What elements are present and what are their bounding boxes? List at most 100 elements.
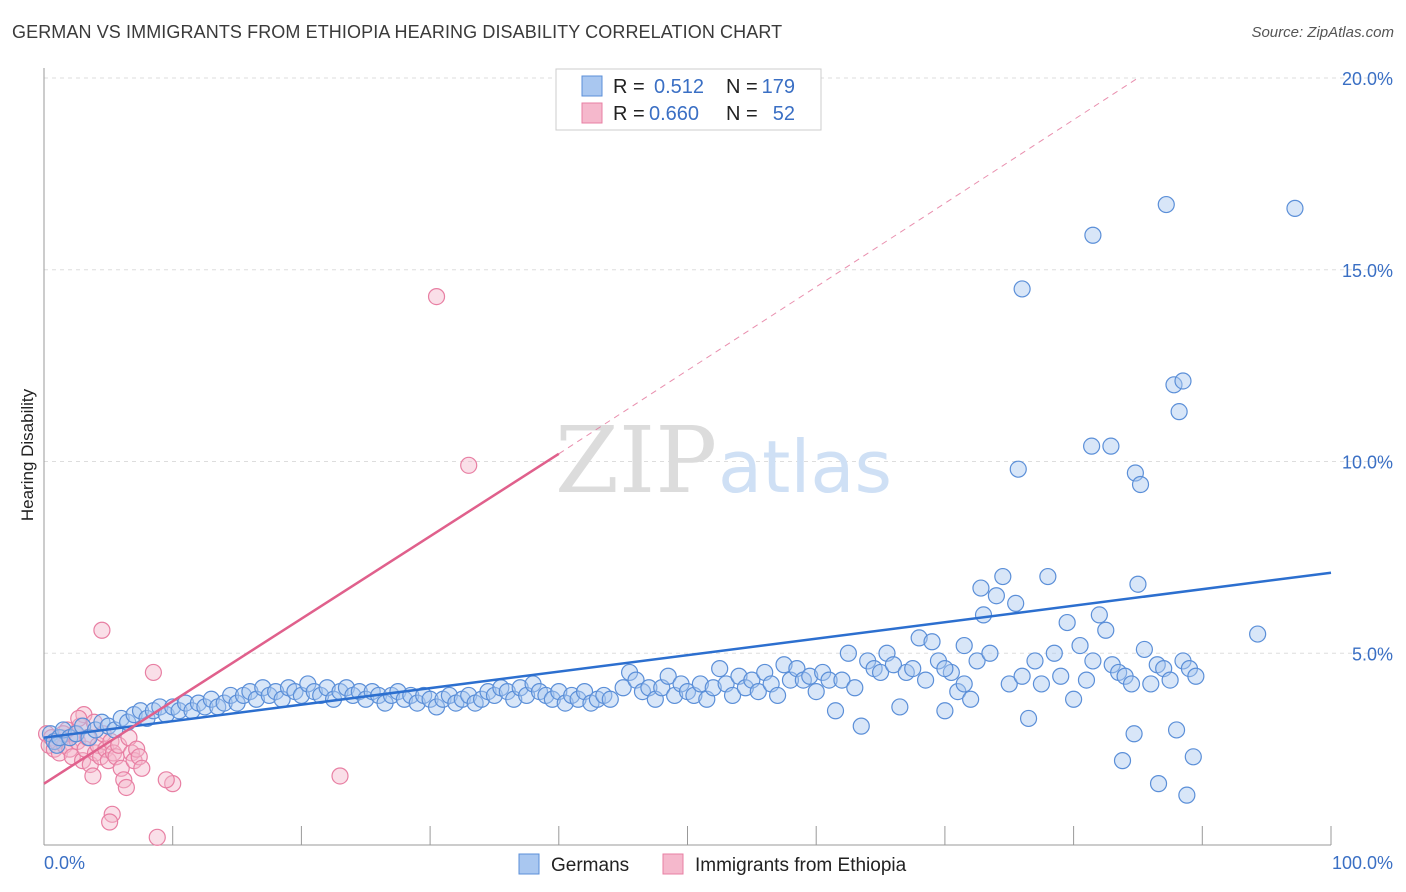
correlation-legend: R = 0.512 N = 179 R = 0.660 N = 52 bbox=[555, 68, 822, 131]
point-germans-153 bbox=[1019, 709, 1038, 728]
point-germans-138 bbox=[923, 633, 941, 651]
point-germans-120 bbox=[807, 682, 825, 701]
point-germans-199 bbox=[1149, 775, 1168, 793]
point-germans-179 bbox=[1187, 667, 1205, 685]
legend-r-value-ethiopia: 0.660 bbox=[649, 103, 699, 125]
point-germans-143 bbox=[955, 675, 973, 693]
point-germans-170 bbox=[1129, 575, 1147, 593]
point-ethiopia-47 bbox=[460, 456, 478, 474]
point-germans-124 bbox=[833, 671, 851, 689]
point-germans-176 bbox=[1167, 721, 1186, 739]
point-germans-182 bbox=[1157, 195, 1175, 214]
point-germans-136 bbox=[910, 629, 928, 647]
x-tick-label-min: 0.0% bbox=[44, 853, 85, 873]
series-ethiopia-points bbox=[37, 287, 478, 846]
point-germans-200 bbox=[1249, 625, 1267, 643]
source-label: Source: ZipAtlas.com bbox=[1251, 24, 1394, 41]
point-germans-122 bbox=[820, 671, 838, 689]
point-germans-160 bbox=[1064, 690, 1083, 708]
point-ethiopia-31 bbox=[117, 778, 135, 797]
point-ethiopia-18 bbox=[84, 767, 102, 785]
point-germans-105 bbox=[711, 659, 729, 678]
point-germans-97 bbox=[659, 667, 677, 685]
bottom-legend-swatch-ethiopia bbox=[662, 853, 684, 875]
point-ethiopia-42 bbox=[148, 828, 166, 846]
bottom-legend-swatch-germans bbox=[518, 853, 540, 875]
point-germans-107 bbox=[723, 686, 742, 705]
point-germans-135 bbox=[904, 659, 922, 678]
point-germans-158 bbox=[1052, 667, 1070, 685]
point-ethiopia-39 bbox=[144, 663, 162, 682]
point-germans-133 bbox=[891, 698, 909, 716]
axes bbox=[43, 68, 1332, 846]
point-germans-137 bbox=[916, 671, 935, 689]
point-germans-150 bbox=[1000, 675, 1018, 693]
point-germans-192 bbox=[936, 659, 954, 678]
y-tick-label-3: 20.0% bbox=[1342, 69, 1393, 89]
point-germans-152 bbox=[1013, 667, 1031, 685]
point-germans-125 bbox=[839, 644, 857, 662]
point-germans-198 bbox=[1113, 752, 1132, 770]
legend-r-value-germans: 0.512 bbox=[654, 76, 704, 98]
legend-n-value-ethiopia: 52 bbox=[773, 103, 795, 125]
point-germans-175 bbox=[1161, 671, 1179, 689]
y-tick-labels: 5.0% 10.0% 15.0% 20.0% bbox=[1342, 69, 1393, 664]
point-germans-169 bbox=[1122, 675, 1141, 693]
point-germans-144 bbox=[962, 690, 980, 708]
point-germans-90 bbox=[614, 679, 632, 697]
point-germans-195 bbox=[1184, 748, 1202, 766]
trend-line-ethiopia bbox=[43, 452, 560, 785]
point-ethiopia-37 bbox=[133, 759, 151, 777]
point-ethiopia-45 bbox=[331, 767, 349, 785]
trend-lines bbox=[43, 77, 1332, 785]
point-germans-140 bbox=[936, 702, 954, 720]
chart-title: GERMAN VS IMMIGRANTS FROM ETHIOPIA HEARI… bbox=[12, 22, 783, 42]
point-germans-184 bbox=[1165, 376, 1183, 394]
point-germans-115 bbox=[775, 656, 793, 674]
legend-r-label-ethiopia: R = bbox=[613, 103, 645, 125]
point-germans-132 bbox=[884, 656, 903, 674]
point-germans-147 bbox=[981, 644, 999, 662]
point-germans-102 bbox=[691, 675, 709, 693]
point-germans-165 bbox=[1097, 621, 1115, 639]
point-germans-104 bbox=[704, 679, 722, 697]
point-germans-185 bbox=[1174, 372, 1192, 390]
y-tick-label-2: 15.0% bbox=[1342, 261, 1393, 281]
point-germans-154 bbox=[1026, 652, 1044, 670]
point-ethiopia-38 bbox=[93, 621, 111, 639]
point-germans-157 bbox=[1045, 644, 1063, 662]
watermark-zip: ZIP bbox=[555, 407, 717, 514]
legend-r-label-germans: R = bbox=[613, 76, 645, 98]
legend-swatch-ethiopia bbox=[581, 102, 603, 124]
point-germans-119 bbox=[801, 667, 819, 685]
point-germans-126 bbox=[846, 679, 864, 697]
point-germans-193 bbox=[955, 636, 973, 655]
legend-n-label-germans: N = bbox=[726, 76, 758, 98]
point-ethiopia-46 bbox=[427, 287, 446, 306]
point-germans-191 bbox=[1131, 475, 1150, 494]
point-germans-187 bbox=[1009, 460, 1027, 478]
watermark-atlas: atlas bbox=[718, 425, 892, 509]
point-germans-181 bbox=[1084, 226, 1102, 244]
point-germans-172 bbox=[1142, 675, 1160, 693]
legend-n-label-ethiopia: N = bbox=[726, 103, 758, 125]
point-germans-186 bbox=[1170, 403, 1188, 421]
point-germans-171 bbox=[1135, 640, 1153, 659]
point-germans-145 bbox=[968, 652, 986, 670]
y-tick-label-1: 10.0% bbox=[1342, 453, 1393, 473]
point-germans-188 bbox=[1083, 437, 1101, 455]
watermark: ZIP atlas bbox=[555, 407, 892, 514]
x-tick-label-max: 100.0% bbox=[1332, 853, 1393, 873]
point-germans-151 bbox=[1007, 594, 1025, 612]
point-germans-161 bbox=[1071, 636, 1089, 655]
point-germans-111 bbox=[749, 682, 767, 701]
point-germans-197 bbox=[1125, 725, 1143, 743]
series-legend: Germans Immigrants from Ethiopia bbox=[518, 853, 907, 876]
point-germans-89 bbox=[601, 690, 619, 708]
point-germans-159 bbox=[1058, 613, 1076, 632]
point-germans-162 bbox=[1077, 671, 1096, 689]
point-germans-123 bbox=[826, 702, 845, 720]
point-germans-189 bbox=[1102, 437, 1120, 455]
point-germans-127 bbox=[852, 717, 870, 735]
